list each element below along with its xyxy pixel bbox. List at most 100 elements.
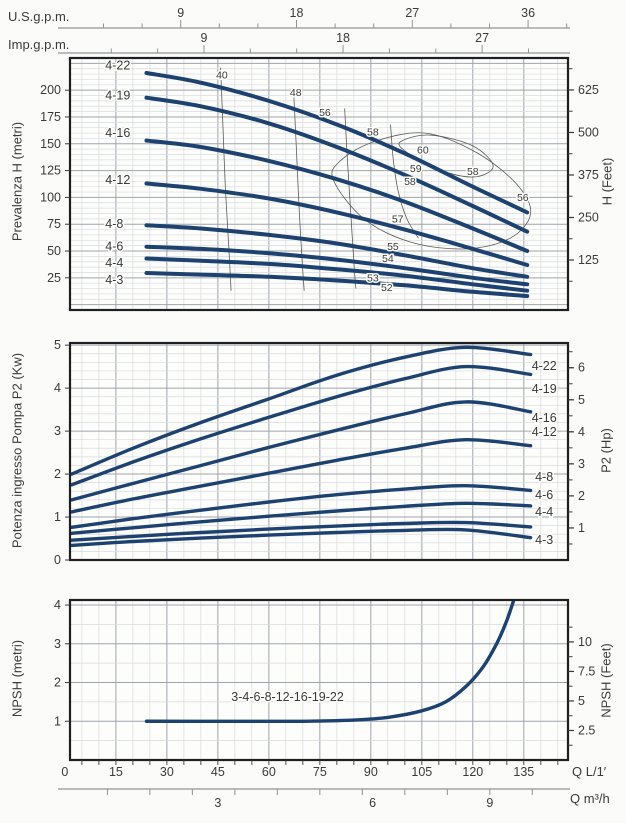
svg-text:4: 4 xyxy=(54,381,61,395)
svg-text:250: 250 xyxy=(578,210,599,224)
curve-label-4-3: 4-3 xyxy=(535,533,553,547)
svg-text:0: 0 xyxy=(61,765,68,779)
efficiency-label-56: 56 xyxy=(319,107,331,119)
curve-4-6 xyxy=(144,244,530,287)
chart-head: 4-22 4-19 4-16 4-12 4-8 4-6 4-4 4-3 40 48 56 58 60 59… xyxy=(40,56,599,312)
efficiency-label-58: 58 xyxy=(404,176,416,188)
svg-text:60: 60 xyxy=(262,765,276,779)
svg-text:27: 27 xyxy=(475,31,489,45)
svg-text:500: 500 xyxy=(578,125,599,139)
curve-4-4 xyxy=(70,520,533,542)
svg-text:135: 135 xyxy=(513,765,534,779)
q-lpm-ruler: 0 15 30 45 60 75 90 105 120 135 xyxy=(61,765,534,779)
curve-label-4-12: 4-12 xyxy=(532,425,557,439)
svg-text:2.5: 2.5 xyxy=(578,723,595,737)
svg-text:3: 3 xyxy=(54,424,61,438)
svg-text:15: 15 xyxy=(109,765,123,779)
curve-4-3 xyxy=(70,527,533,548)
curve-4-12 xyxy=(70,437,533,514)
chart-npsh: 3-4-6-8-12-16-19-22 1 2 3 4 2.5 5 7.5 10 xyxy=(54,598,595,765)
imp-gpm-ruler: 9 18 27 xyxy=(58,31,570,54)
svg-text:75: 75 xyxy=(313,765,327,779)
curve-label-4-22: 4-22 xyxy=(532,359,557,373)
svg-text:125: 125 xyxy=(40,164,61,178)
q-m3h-ruler: 3 6 9 xyxy=(58,788,570,810)
curve-label-4-12: 4-12 xyxy=(105,173,130,187)
us-gpm-axis-title: U.S.g.p.m. xyxy=(8,9,70,24)
svg-text:6: 6 xyxy=(578,361,585,375)
curve-4-8 xyxy=(70,483,533,530)
efficiency-label-55: 55 xyxy=(387,241,399,253)
curve-4-4 xyxy=(144,256,530,293)
curve-4-16 xyxy=(144,138,530,253)
svg-text:75: 75 xyxy=(47,217,61,231)
svg-text:105: 105 xyxy=(411,765,432,779)
svg-text:375: 375 xyxy=(578,168,599,182)
svg-text:100: 100 xyxy=(40,190,61,204)
curve-label-4-4: 4-4 xyxy=(105,256,123,270)
curve-label-4-16: 4-16 xyxy=(532,411,557,425)
curve-4-22 xyxy=(144,71,530,215)
q-m3h-axis-title: Q m³/h xyxy=(570,791,610,806)
svg-text:150: 150 xyxy=(40,137,61,151)
svg-text:0: 0 xyxy=(54,553,61,567)
svg-text:36: 36 xyxy=(521,6,535,20)
svg-text:2: 2 xyxy=(54,467,61,481)
svg-text:45: 45 xyxy=(211,765,225,779)
curve-4-3 xyxy=(144,271,530,299)
efficiency-line xyxy=(344,108,357,289)
efficiency-label-58: 58 xyxy=(467,166,479,178)
svg-text:175: 175 xyxy=(40,110,61,124)
curve-label-4-16: 4-16 xyxy=(105,126,130,140)
curve-label-4-3: 4-3 xyxy=(105,273,123,287)
curve-label-4-19: 4-19 xyxy=(532,382,557,396)
svg-text:5: 5 xyxy=(578,694,585,708)
svg-text:120: 120 xyxy=(462,765,483,779)
curve-4-12 xyxy=(144,181,530,267)
curve-4-16 xyxy=(70,400,533,502)
imp-gpm-axis-title: Imp.g.p.m. xyxy=(8,37,70,52)
us-gpm-ruler: 9 18 27 36 xyxy=(58,6,570,29)
efficiency-label-48: 48 xyxy=(290,87,302,99)
svg-text:6: 6 xyxy=(369,796,376,810)
svg-text:3: 3 xyxy=(578,457,585,471)
efficiency-label-57: 57 xyxy=(392,213,404,225)
svg-text:4: 4 xyxy=(578,425,585,439)
curve-label-4-22: 4-22 xyxy=(105,59,130,73)
svg-text:5: 5 xyxy=(54,338,61,352)
svg-text:200: 200 xyxy=(40,83,61,97)
curve-label-4-19: 4-19 xyxy=(105,89,130,103)
svg-text:18: 18 xyxy=(290,6,304,20)
svg-text:5: 5 xyxy=(578,393,585,407)
svg-text:125: 125 xyxy=(578,253,599,267)
curve-4-8 xyxy=(144,223,530,279)
curve-4-22 xyxy=(70,345,533,476)
svg-text:27: 27 xyxy=(405,6,419,20)
curve-label-4-6: 4-6 xyxy=(105,240,123,254)
svg-text:1: 1 xyxy=(54,714,61,728)
svg-text:25: 25 xyxy=(47,271,61,285)
svg-text:90: 90 xyxy=(364,765,378,779)
efficiency-label-58: 58 xyxy=(367,126,379,138)
svg-text:9: 9 xyxy=(177,6,184,20)
svg-text:2: 2 xyxy=(578,489,585,503)
efficiency-label-53: 53 xyxy=(367,272,379,284)
curve-label-4-8: 4-8 xyxy=(535,470,553,484)
curve-label-4-8: 4-8 xyxy=(105,217,123,231)
svg-text:2: 2 xyxy=(54,676,61,690)
efficiency-label-60: 60 xyxy=(417,145,429,157)
efficiency-label-54: 54 xyxy=(382,253,394,265)
curve-4-19 xyxy=(144,95,530,234)
efficiency-label-59: 59 xyxy=(410,163,422,175)
efficiency-label-40: 40 xyxy=(216,70,228,82)
svg-text:50: 50 xyxy=(47,244,61,258)
efficiency-label-56: 56 xyxy=(517,192,529,204)
efficiency-line xyxy=(331,132,532,250)
svg-text:10: 10 xyxy=(578,635,592,649)
svg-text:18: 18 xyxy=(336,31,350,45)
svg-text:3: 3 xyxy=(214,796,221,810)
svg-text:9: 9 xyxy=(201,31,208,45)
chart-power: 4-22 4-19 4-164-12 4-8 4-6 4-4 4-3 0 1 2 3 4 5 1 2 3 4 5 6 xyxy=(54,338,585,567)
